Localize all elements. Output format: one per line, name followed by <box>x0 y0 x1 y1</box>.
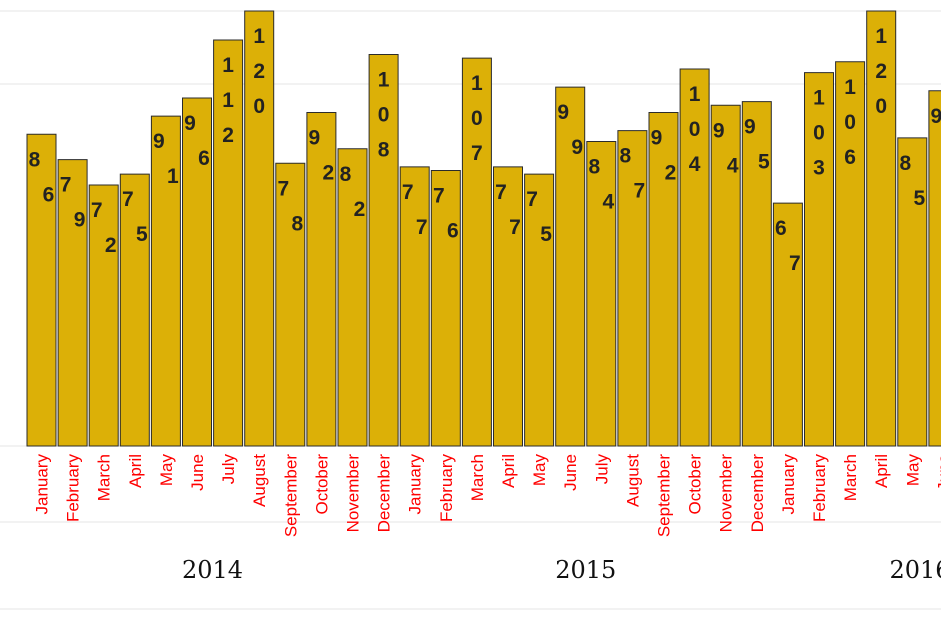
bar <box>461 57 492 447</box>
bar <box>275 162 306 447</box>
month-label: January <box>406 454 425 515</box>
month-label: January <box>779 454 798 515</box>
data-label: 96 <box>184 112 210 170</box>
month-label: February <box>437 454 456 523</box>
month-label: October <box>312 454 331 515</box>
data-label: 85 <box>899 152 925 210</box>
bar <box>897 137 928 447</box>
month-label: June <box>934 454 941 491</box>
bar <box>213 39 244 447</box>
year-label: 2014 <box>182 556 243 584</box>
month-label: June <box>188 454 207 491</box>
bar <box>648 112 679 447</box>
month-label: December <box>748 454 767 533</box>
data-label: 75 <box>122 188 148 246</box>
data-label: 78 <box>277 177 303 235</box>
month-label: January <box>33 454 52 515</box>
bar <box>835 61 866 447</box>
month-label: May <box>903 454 922 487</box>
data-label: 75 <box>526 188 552 246</box>
month-label: May <box>157 454 176 487</box>
year-label: 2015 <box>555 556 616 584</box>
bar <box>928 90 941 447</box>
month-label: July <box>592 454 611 485</box>
month-label: March <box>841 454 860 501</box>
year-label: 2016 <box>889 556 941 584</box>
data-label: 94 <box>713 119 739 177</box>
data-label: 87 <box>620 145 646 203</box>
bar <box>306 112 337 447</box>
bar <box>399 166 430 447</box>
bar <box>586 141 617 447</box>
month-label: August <box>250 454 269 507</box>
bar <box>617 130 648 447</box>
data-label: 72 <box>91 199 117 257</box>
data-label: 98 <box>931 105 941 163</box>
bar <box>524 173 555 447</box>
data-label: 92 <box>651 127 677 185</box>
bar <box>804 72 834 447</box>
data-label: 67 <box>775 217 801 275</box>
data-label: 91 <box>153 130 179 188</box>
bar <box>119 173 150 447</box>
data-label: 77 <box>495 181 521 239</box>
data-label: 79 <box>60 174 86 232</box>
data-label: 77 <box>402 181 428 239</box>
month-label: December <box>375 454 394 533</box>
month-label: March <box>95 454 114 501</box>
month-label: February <box>64 454 83 523</box>
bar <box>430 170 461 447</box>
bar <box>150 115 181 447</box>
month-label: June <box>561 454 580 491</box>
month-label: November <box>344 454 363 533</box>
month-label: April <box>499 454 518 488</box>
bar <box>679 68 710 447</box>
bar <box>26 133 57 447</box>
month-label: February <box>810 454 829 523</box>
data-label: 92 <box>309 127 335 185</box>
month-label: May <box>530 454 549 487</box>
bar <box>182 97 212 447</box>
bar <box>57 159 88 447</box>
bar <box>368 54 399 447</box>
bar <box>244 10 275 447</box>
bar <box>741 101 772 447</box>
data-label: 99 <box>557 101 583 159</box>
bar <box>555 86 586 447</box>
month-label: April <box>872 454 891 488</box>
bar <box>710 104 741 447</box>
month-label: September <box>655 454 674 537</box>
data-label: 86 <box>29 148 55 206</box>
month-label: April <box>126 454 145 488</box>
month-label: July <box>219 454 238 485</box>
bar <box>772 202 803 447</box>
month-label: October <box>686 454 705 515</box>
month-label: March <box>468 454 487 501</box>
data-label: 84 <box>588 156 614 214</box>
bar <box>866 10 897 447</box>
data-label: 95 <box>744 116 770 174</box>
month-label: September <box>281 454 300 537</box>
bar <box>493 166 523 447</box>
data-label: 76 <box>433 185 459 243</box>
bar <box>88 184 119 447</box>
data-label: 82 <box>340 163 366 221</box>
month-label: November <box>717 454 736 533</box>
month-label: August <box>623 454 642 507</box>
bar <box>337 148 368 447</box>
